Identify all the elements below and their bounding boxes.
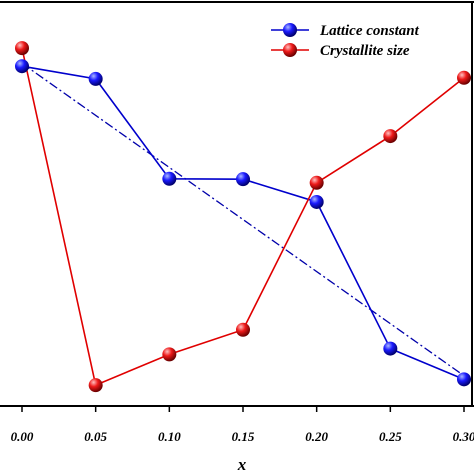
- data-point-crystallite-size: [88, 378, 103, 393]
- legend-marker-lattice-constant: [283, 23, 297, 37]
- x-ticks: 0.00 0.05 0.10 0.15 0.20 0.25 0.30: [11, 406, 474, 444]
- series-layer: [15, 41, 471, 393]
- data-point-lattice-constant: [457, 372, 471, 387]
- data-point-crystallite-size: [162, 347, 177, 362]
- data-point-lattice-constant: [236, 172, 250, 187]
- data-point-crystallite-size: [309, 175, 324, 190]
- x-tick-label: 0.25: [379, 429, 402, 444]
- x-axis-title: x: [237, 455, 247, 474]
- x-tick-label: 0.10: [158, 429, 181, 444]
- data-point-crystallite-size: [457, 70, 471, 85]
- legend-marker-crystallite-size: [283, 43, 297, 57]
- legend: Lattice constant Crystallite size: [271, 23, 420, 59]
- data-point-lattice-constant: [162, 171, 177, 186]
- x-tick-label: 0.30: [453, 429, 474, 444]
- data-point-lattice-constant: [309, 194, 324, 209]
- data-point-crystallite-size: [236, 322, 250, 337]
- x-tick-label: 0.15: [232, 429, 255, 444]
- data-point-lattice-constant: [15, 59, 29, 74]
- legend-label-crystallite-size: Crystallite size: [320, 43, 410, 59]
- data-point-lattice-constant: [383, 341, 398, 356]
- data-point-crystallite-size: [383, 129, 398, 144]
- plot-frame: [0, 1, 474, 407]
- x-tick-label: 0.20: [305, 429, 328, 444]
- legend-label-lattice-constant: Lattice constant: [319, 23, 420, 39]
- fit-line-layer: [21, 62, 465, 377]
- data-point-lattice-constant: [88, 71, 103, 86]
- fit-line: [21, 62, 465, 377]
- x-tick-label: 0.05: [84, 429, 107, 444]
- data-point-crystallite-size: [15, 41, 29, 56]
- x-tick-label: 0.00: [11, 429, 34, 444]
